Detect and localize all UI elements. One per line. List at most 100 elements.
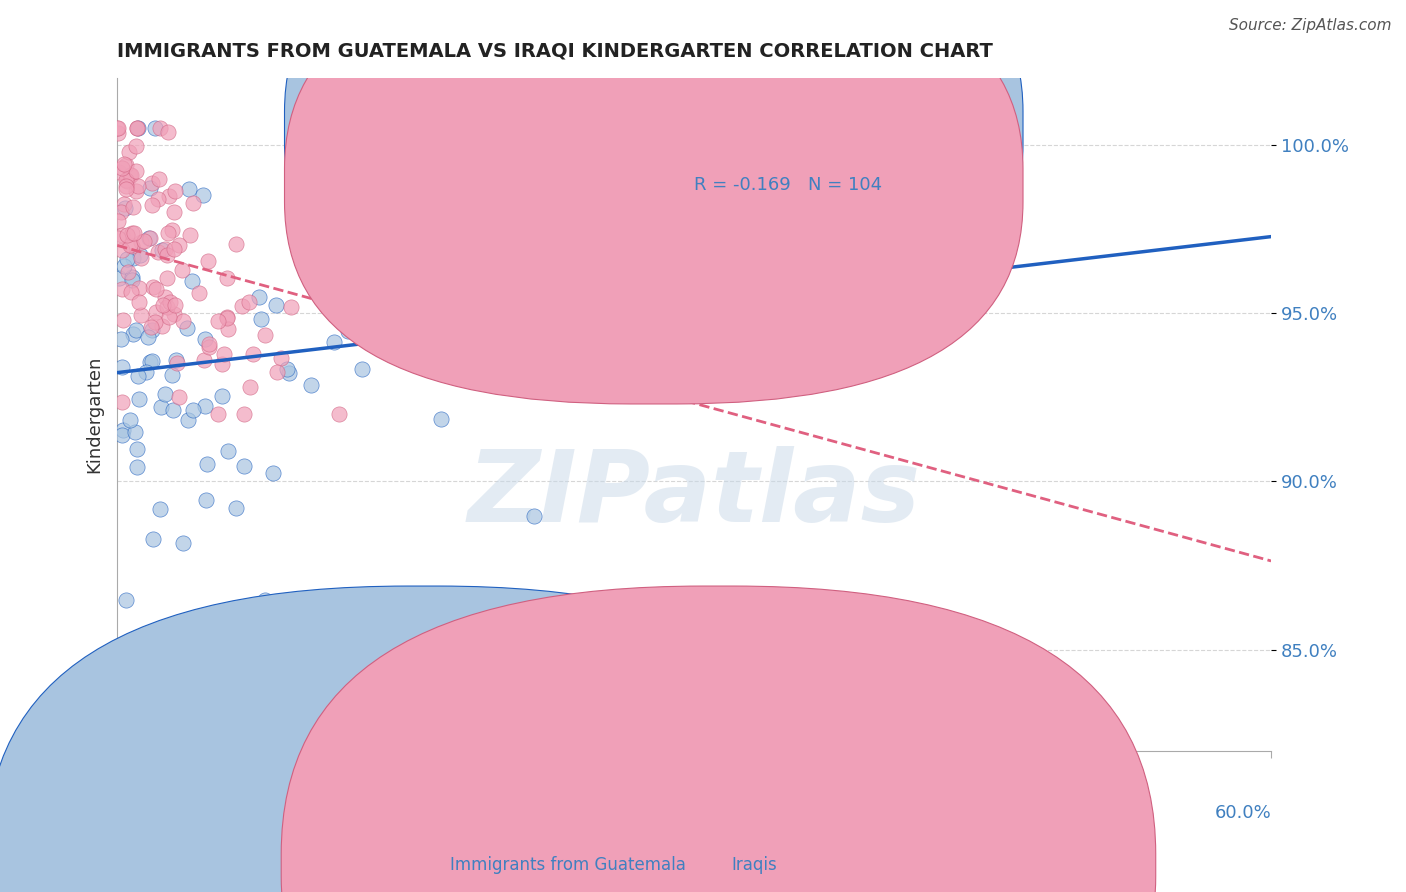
Point: [115, 592, 138, 607]
Point: [114, 173, 136, 187]
Point: [159, 294, 181, 309]
Point: [129, 235, 152, 250]
Point: [163, 184, 186, 198]
Point: [142, 532, 165, 546]
Point: [127, 179, 149, 194]
Point: [128, 121, 150, 136]
Text: Immigrants from Guatemala: Immigrants from Guatemala: [450, 856, 686, 874]
Point: [166, 356, 188, 370]
Point: [115, 158, 138, 172]
Point: [211, 389, 233, 403]
Text: R = -0.169   N = 104: R = -0.169 N = 104: [695, 177, 883, 194]
Point: [115, 174, 138, 188]
Point: [110, 332, 132, 346]
Point: [169, 390, 191, 404]
Point: [122, 200, 145, 214]
Point: [162, 402, 184, 417]
Point: [108, 164, 131, 178]
Point: [142, 279, 165, 293]
Point: [115, 182, 138, 196]
Point: [145, 304, 167, 318]
Point: [322, 334, 344, 349]
Point: [121, 269, 143, 284]
Point: [111, 428, 134, 442]
Point: [163, 307, 186, 321]
Point: [443, 189, 465, 203]
Point: [179, 227, 201, 242]
Point: [197, 625, 219, 640]
Point: [194, 492, 217, 507]
Point: [114, 156, 136, 170]
Point: [150, 319, 173, 334]
Point: [117, 265, 139, 279]
Point: [266, 365, 288, 379]
Point: [194, 399, 217, 413]
Point: [153, 387, 176, 401]
Point: [145, 282, 167, 296]
Point: [110, 205, 132, 219]
Point: [160, 223, 183, 237]
Point: [193, 188, 215, 202]
Point: [107, 214, 129, 228]
Point: [122, 252, 145, 266]
Point: [125, 323, 148, 337]
Point: [141, 323, 163, 337]
Point: [120, 238, 142, 252]
Point: [262, 466, 284, 480]
Point: [183, 196, 205, 211]
Point: [121, 239, 143, 253]
Point: [441, 368, 464, 382]
Point: [125, 184, 148, 198]
Point: [118, 145, 141, 160]
Point: [150, 400, 173, 414]
Point: [165, 298, 187, 312]
Point: [141, 177, 163, 191]
Point: [172, 314, 194, 328]
Point: [139, 320, 162, 334]
FancyBboxPatch shape: [607, 91, 1000, 226]
Point: [197, 337, 219, 351]
Point: [152, 298, 174, 312]
Point: [149, 502, 172, 516]
Point: [155, 290, 177, 304]
Text: R =  0.104   N =  72: R = 0.104 N = 72: [695, 119, 876, 137]
Point: [254, 328, 277, 343]
Point: [156, 248, 179, 262]
Point: [127, 121, 149, 136]
Point: [278, 366, 301, 380]
Point: [129, 309, 152, 323]
Point: [392, 312, 415, 326]
Point: [264, 298, 287, 312]
Point: [143, 121, 166, 136]
Point: [232, 407, 254, 421]
Point: [111, 313, 134, 327]
Point: [249, 311, 271, 326]
Point: [135, 365, 157, 379]
Point: [375, 130, 398, 145]
Point: [128, 281, 150, 295]
Point: [217, 443, 239, 458]
Point: [146, 192, 169, 206]
Point: [181, 403, 204, 417]
Point: [141, 198, 163, 212]
Point: [121, 226, 143, 240]
Point: [176, 321, 198, 335]
Point: [211, 358, 233, 372]
Point: [115, 227, 138, 242]
Point: [194, 332, 217, 346]
Point: [231, 299, 253, 313]
Point: [122, 327, 145, 342]
Point: [149, 121, 172, 136]
Point: [129, 251, 152, 265]
Point: [187, 286, 209, 301]
Point: [163, 204, 186, 219]
Point: [280, 300, 302, 314]
Point: [127, 121, 149, 136]
Point: [108, 271, 131, 285]
Point: [157, 310, 180, 325]
Point: [111, 228, 134, 243]
Point: [107, 231, 129, 245]
Text: 60.0%: 60.0%: [1215, 805, 1271, 822]
Point: [215, 311, 238, 326]
Point: [128, 392, 150, 406]
